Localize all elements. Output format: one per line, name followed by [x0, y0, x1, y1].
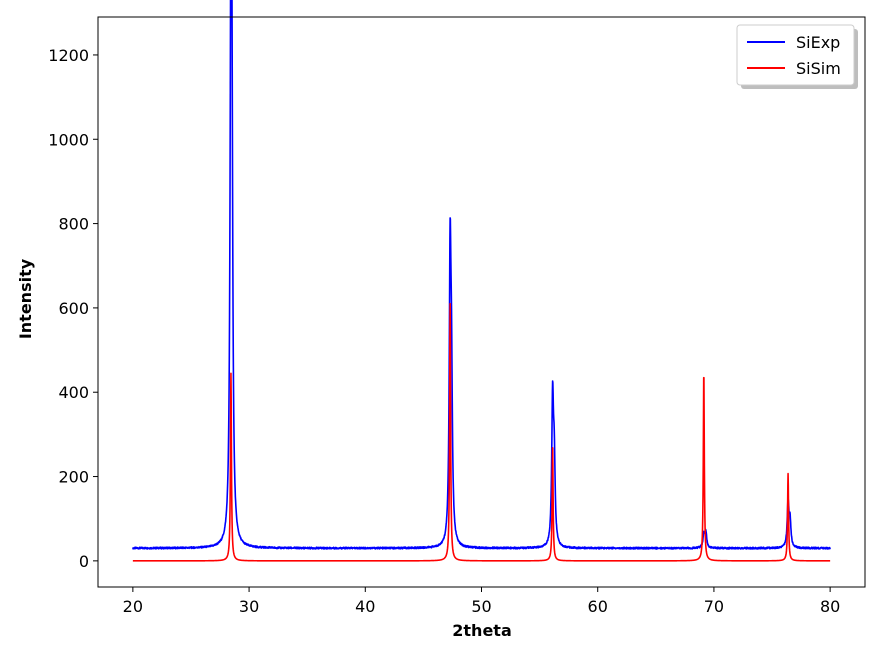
y-tick-label: 800 [58, 215, 89, 234]
legend: SiExp SiSim [736, 24, 858, 89]
x-tick-label: 40 [355, 597, 375, 616]
x-tick-label: 70 [704, 597, 724, 616]
y-tick-label: 600 [58, 299, 89, 318]
x-tick-label: 30 [239, 597, 259, 616]
x-axis-title: 2theta [452, 621, 511, 640]
y-axis: 0 200 400 600 800 1000 1200 [48, 46, 98, 571]
legend-box [736, 24, 855, 86]
y-tick-label: 200 [58, 468, 89, 487]
series-line-sisim [132, 302, 831, 562]
y-tick-label: 0 [79, 552, 89, 571]
y-axis-title: Intensity [16, 258, 35, 339]
y-tick-label: 1200 [48, 46, 89, 65]
x-tick-label: 20 [123, 597, 143, 616]
legend-label-sisim: SiSim [796, 59, 841, 78]
series-layer [132, 0, 831, 562]
x-tick-label: 80 [820, 597, 840, 616]
y-tick-label: 1000 [48, 130, 89, 149]
x-axis: 20 30 40 50 60 70 80 [123, 587, 840, 616]
x-tick-label: 60 [588, 597, 608, 616]
x-tick-label: 50 [471, 597, 491, 616]
series-line-siexp [132, 0, 831, 550]
legend-label-siexp: SiExp [796, 33, 840, 52]
y-tick-label: 400 [58, 383, 89, 402]
